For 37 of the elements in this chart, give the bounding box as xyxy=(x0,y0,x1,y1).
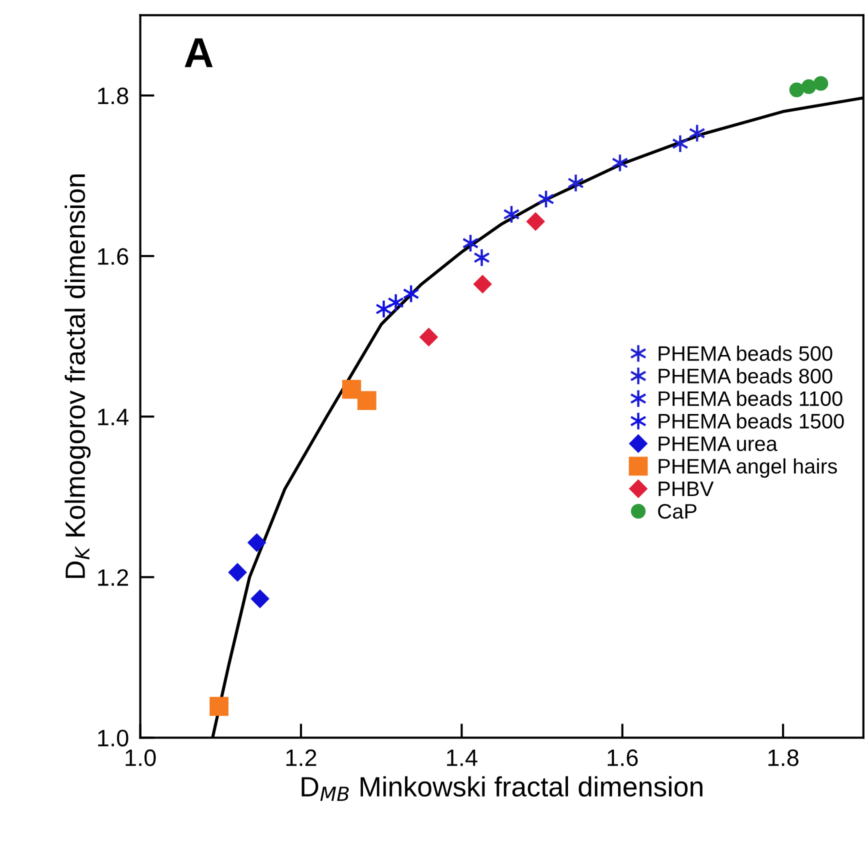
legend-label: PHEMA angel hairs xyxy=(658,458,837,478)
x-tick-label: 1.4 xyxy=(447,750,478,766)
point xyxy=(251,590,269,608)
point xyxy=(526,212,545,230)
y-tick-label: 1.0 xyxy=(98,730,128,746)
point xyxy=(473,248,490,268)
y-axis-title: D$_{K}$ Kolmogorov fractal dimension xyxy=(64,174,91,578)
x-tick-label: 1.2 xyxy=(286,749,316,766)
point xyxy=(813,76,828,91)
point xyxy=(357,391,376,410)
x-tick-label: 1.8 xyxy=(768,749,798,766)
point xyxy=(420,328,438,346)
point xyxy=(474,275,492,294)
point xyxy=(789,82,804,98)
y-tick-label: 1.2 xyxy=(98,569,128,586)
point xyxy=(801,79,816,94)
legend-label: PHEMA beads 800 xyxy=(658,368,832,384)
legend-label: PHEMA urea xyxy=(658,436,778,452)
point xyxy=(248,534,266,552)
y-tick-label: 1.4 xyxy=(98,408,128,426)
legend-label: PHBV xyxy=(658,482,714,496)
x-axis-title: D$_{MB}$ Minkowski fractal dimension xyxy=(302,776,702,801)
point xyxy=(228,563,246,582)
chart-title: A xyxy=(184,38,213,68)
point xyxy=(567,174,584,192)
legend-label: CaP xyxy=(658,504,696,519)
point xyxy=(342,380,362,399)
legend-label: PHEMA beads 1500 xyxy=(658,413,844,429)
point xyxy=(672,134,689,154)
point xyxy=(210,696,228,716)
x-tick-label: 1.0 xyxy=(126,749,156,766)
y-tick-label: 1.8 xyxy=(98,88,128,104)
point xyxy=(387,293,404,312)
legend-label: PHEMA beads 1100 xyxy=(658,390,842,406)
y-tick-label: 1.6 xyxy=(98,248,128,265)
x-tick-label: 1.6 xyxy=(608,749,638,766)
legend-label: PHEMA beads 500 xyxy=(658,346,832,361)
